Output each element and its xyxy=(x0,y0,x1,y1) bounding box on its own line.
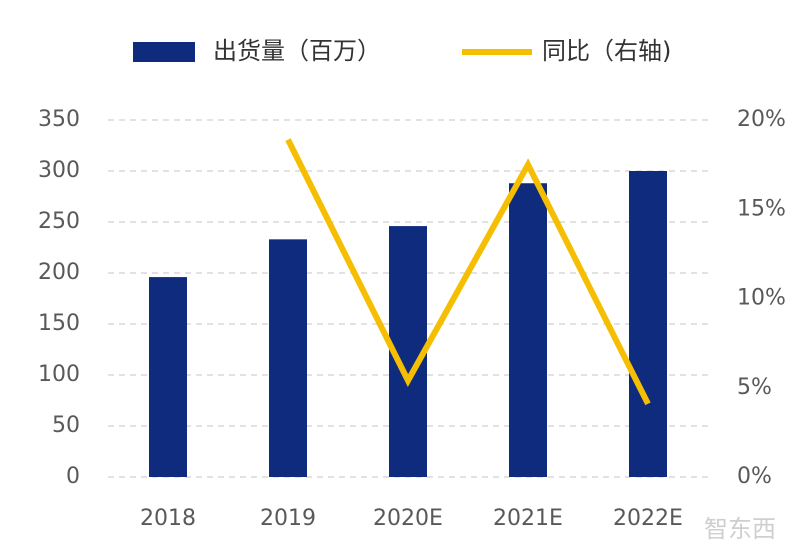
y-tick-label: 350 xyxy=(38,107,80,132)
x-tick-label: 2020E xyxy=(373,506,443,531)
x-tick-label: 2019 xyxy=(260,506,316,531)
y2-tick-label: 20% xyxy=(737,107,786,132)
x-tick-label: 2018 xyxy=(140,506,196,531)
bar xyxy=(629,171,667,477)
legend-label: 同比（右轴) xyxy=(542,37,671,65)
y-tick-label: 300 xyxy=(38,158,80,183)
y-tick-label: 0 xyxy=(66,464,80,489)
y-tick-label: 100 xyxy=(38,362,80,387)
y2-tick-label: 5% xyxy=(737,375,772,400)
y-tick-label: 200 xyxy=(38,260,80,285)
y2-tick-label: 0% xyxy=(737,464,772,489)
legend-label: 出货量（百万） xyxy=(213,37,381,65)
legend-swatch xyxy=(133,42,195,62)
y2-tick-label: 15% xyxy=(737,196,786,221)
bar xyxy=(269,239,307,477)
y2-tick-label: 10% xyxy=(737,286,786,311)
line xyxy=(285,138,651,406)
bar xyxy=(149,277,187,477)
x-tick-label: 2021E xyxy=(493,506,563,531)
y-tick-label: 150 xyxy=(38,311,80,336)
watermark: 智东西 xyxy=(704,515,776,543)
x-tick-label: 2022E xyxy=(613,506,683,531)
y-tick-label: 250 xyxy=(38,209,80,234)
y-tick-label: 50 xyxy=(52,413,80,438)
bar xyxy=(509,183,547,478)
